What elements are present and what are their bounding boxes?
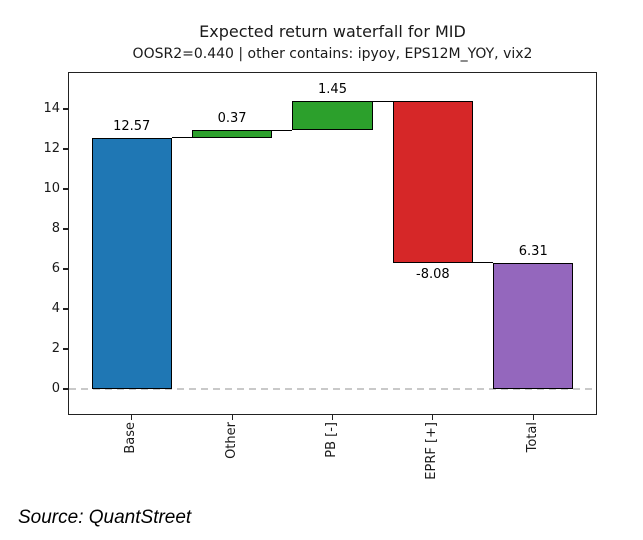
bar-value-label: 1.45 <box>318 82 347 98</box>
y-tick-label: 4 <box>51 301 60 316</box>
connector-line <box>372 100 393 102</box>
bar-value-label: 0.37 <box>217 111 247 127</box>
x-tick-mark <box>532 415 534 420</box>
bar-value-label: 6.31 <box>518 243 548 259</box>
x-tick-mark <box>432 415 434 420</box>
zero-baseline <box>69 388 596 390</box>
bar-base <box>91 137 172 389</box>
x-tick-label-eprf: EPRF [+] <box>424 422 440 480</box>
y-tick-mark <box>63 348 68 350</box>
bar-eprf <box>392 101 474 263</box>
connector-line <box>272 129 293 131</box>
x-tick-mark <box>231 415 233 420</box>
y-tick-mark <box>63 148 68 150</box>
bar-value-label: 12.57 <box>113 118 151 134</box>
bar-total <box>493 262 574 389</box>
y-tick-mark <box>63 228 68 230</box>
y-tick-label: 6 <box>51 261 60 276</box>
y-tick-label: 10 <box>43 181 60 196</box>
x-tick-label-other: Other <box>223 422 239 459</box>
y-tick-label: 0 <box>51 381 60 396</box>
connector-line <box>473 262 494 264</box>
x-tick-label-total: Total <box>524 422 540 453</box>
y-tick-label: 2 <box>51 341 60 356</box>
y-tick-label: 8 <box>51 221 60 236</box>
y-tick-mark <box>63 308 68 310</box>
plot-area: 12.57 0.37 1.45 -8.08 6.31 <box>68 72 597 415</box>
bar-pb <box>292 101 373 131</box>
source-note: Source: QuantStreet <box>18 507 192 528</box>
chart-title: Expected return waterfall for MID <box>199 22 466 41</box>
y-tick-mark <box>63 108 68 110</box>
y-tick-label: 12 <box>43 141 60 156</box>
bar-value-label: -8.08 <box>416 266 450 282</box>
x-tick-mark <box>331 415 334 420</box>
connector-line <box>171 136 192 139</box>
y-tick-mark <box>63 388 68 390</box>
chart-subtitle: OOSR2=0.440 | other contains: ipyoy, EPS… <box>132 46 533 62</box>
x-tick-label-base: Base <box>123 422 139 454</box>
x-tick-mark <box>131 415 133 420</box>
y-tick-mark <box>63 268 68 270</box>
bar-other <box>191 130 273 138</box>
x-tick-label-pb: PB [-] <box>324 422 339 458</box>
y-tick-mark <box>63 188 68 190</box>
y-tick-label: 14 <box>43 101 60 116</box>
